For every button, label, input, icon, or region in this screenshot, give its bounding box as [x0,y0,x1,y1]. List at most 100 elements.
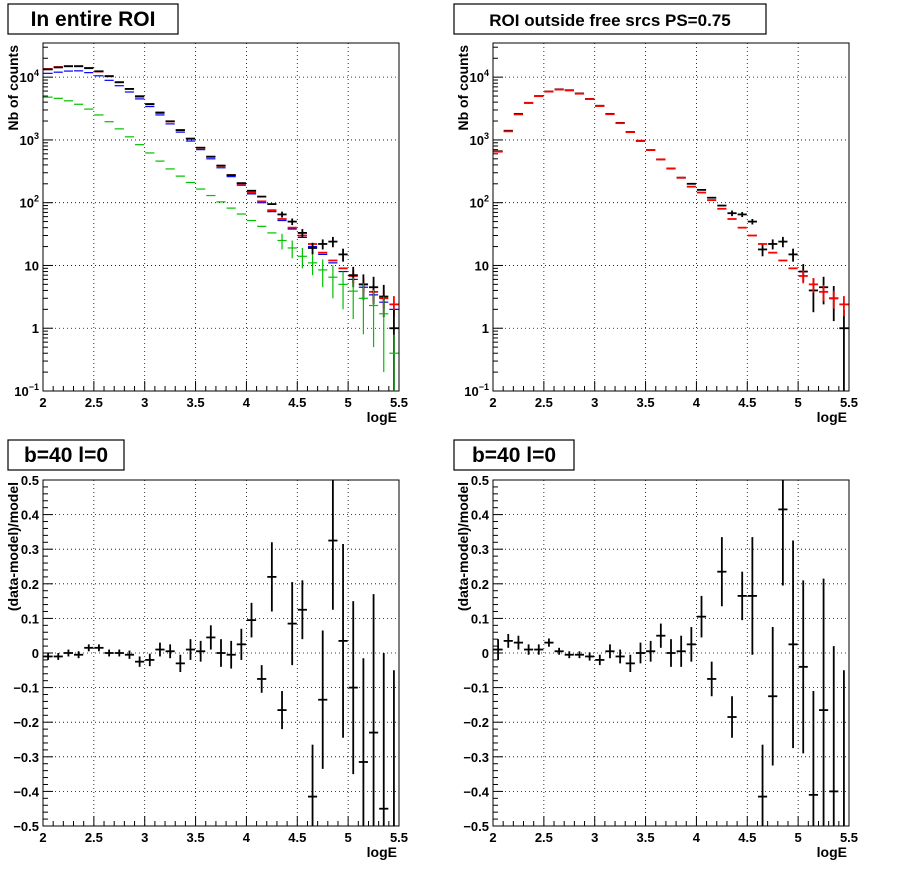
y-tick-label: −0.1 [13,681,39,696]
y-tick-label: 102 [470,194,489,211]
grid [493,43,849,391]
y-tick-label: 0 [482,646,489,661]
chart-title: ROI outside free srcs PS=0.75 [489,11,730,30]
y-tick-label: −0.5 [463,819,489,834]
chart-2: 2 2.5 3 3.5 4 4.5 5 5.5 10−1 1 10 102 103 104 logE Nb o… [453,3,858,425]
grid [43,480,399,826]
chart-title-box [453,439,575,471]
y-tick-label: 0.3 [471,542,489,557]
x-tick-label: 3 [591,395,598,410]
y-tick-label: −0.1 [463,681,489,696]
x-tick-label: 4 [693,395,701,410]
chart-4: 2 2.5 3 3.5 4 4.5 5 5.5 −0.5 −0.4 −0.3 −0.2 −0.1 0 0.1… [453,439,858,860]
x-tick-label: 3.5 [187,395,205,410]
series-2 [493,88,849,317]
y-tick-label: −0.4 [463,784,489,799]
chart-title: In entire ROI [31,8,156,31]
x-tick-label: 5 [345,830,352,845]
chart-title: b=40 l=0 [24,444,108,467]
grid [43,43,399,391]
x-tick-label: 5.5 [840,830,858,845]
y-tick-label: 1 [32,321,39,336]
x-tick-label: 5 [795,395,802,410]
chart-1: 2 2.5 3 3.5 4 4.5 5 5.5 10−1 1 10 102 103 104 logE Nb o… [5,3,408,425]
y-tick-label: 10−1 [464,382,489,399]
x-tick-label: 3 [591,830,598,845]
plot-frame [42,42,400,392]
y-axis-title: Nb of counts [455,45,471,131]
x-axis-title: logE [817,409,847,425]
y-tick-label: −0.3 [13,750,39,765]
x-tick-label: 4.5 [738,395,756,410]
y-tick-label: 10 [25,258,39,273]
y-tick-label: 0.5 [21,473,39,488]
x-tick-label: 3.5 [637,830,655,845]
y-tick-label: 104 [20,68,39,85]
y-tick-label: 103 [470,131,489,148]
y-tick-label: 0.2 [471,577,489,592]
x-tick-label: 5.5 [840,395,858,410]
x-tick-label: 3 [141,395,148,410]
series-2 [43,65,399,317]
series-3 [43,65,399,391]
chart-3: 2 2.5 3 3.5 4 4.5 5 5.5 −0.5 −0.4 −0.3 −0.2 −0.1 0 0.1… [5,439,408,860]
x-tick-label: 2 [489,395,496,410]
x-tick-label: 5 [345,395,352,410]
y-tick-label: −0.2 [13,715,39,730]
x-tick-label: 2 [489,830,496,845]
y-axis-title: (data-model)/model [455,482,471,611]
y-tick-label: 104 [470,68,489,85]
x-tick-label: 4.5 [288,395,306,410]
x-tick-label: 5.5 [390,830,408,845]
y-tick-label: 103 [20,131,39,148]
x-tick-label: 5.5 [390,395,408,410]
y-tick-label: 0.3 [21,542,39,557]
chart-title-box [453,3,767,35]
y-tick-label: −0.2 [463,715,489,730]
y-tick-label: 0 [32,646,39,661]
y-axis-title: Nb of counts [5,45,21,131]
x-tick-label: 4 [693,830,701,845]
y-tick-label: 0.2 [21,577,39,592]
x-tick-label: 3.5 [187,830,205,845]
y-axis-title: (data-model)/model [5,482,21,611]
y-tick-label: 0.1 [21,611,39,626]
x-tick-label: 2.5 [85,830,103,845]
x-tick-label: 4.5 [738,830,756,845]
x-axis-title: logE [367,844,397,860]
x-tick-label: 2.5 [85,395,103,410]
plot-frame [492,42,850,392]
y-tick-label: 0.4 [21,508,40,523]
x-axis-title: logE [367,409,397,425]
x-tick-label: 5 [795,830,802,845]
x-tick-label: 2 [39,830,46,845]
x-tick-label: 4 [243,830,251,845]
chart-title-box [7,3,179,35]
series-4 [43,96,399,391]
series-1 [493,88,849,391]
x-tick-label: 4.5 [288,830,306,845]
series-1 [43,480,395,826]
y-tick-label: −0.3 [463,750,489,765]
y-tick-label: 1 [482,321,489,336]
y-tick-label: 102 [20,194,39,211]
x-tick-label: 2.5 [535,830,553,845]
series-1 [493,480,845,826]
y-tick-label: 10 [475,258,489,273]
x-tick-label: 2 [39,395,46,410]
y-tick-label: 0.1 [471,611,489,626]
x-tick-label: 2.5 [535,395,553,410]
chart-title-box [7,439,125,471]
x-tick-label: 3 [141,830,148,845]
y-tick-label: 0.5 [471,473,489,488]
x-tick-label: 4 [243,395,251,410]
y-tick-label: −0.4 [13,784,39,799]
x-tick-label: 3.5 [637,395,655,410]
chart-title: b=40 l=0 [472,444,556,467]
grid [493,480,849,826]
y-tick-label: −0.5 [13,819,39,834]
series-1 [43,70,399,310]
y-tick-label: 0.4 [471,508,490,523]
x-axis-title: logE [817,844,847,860]
